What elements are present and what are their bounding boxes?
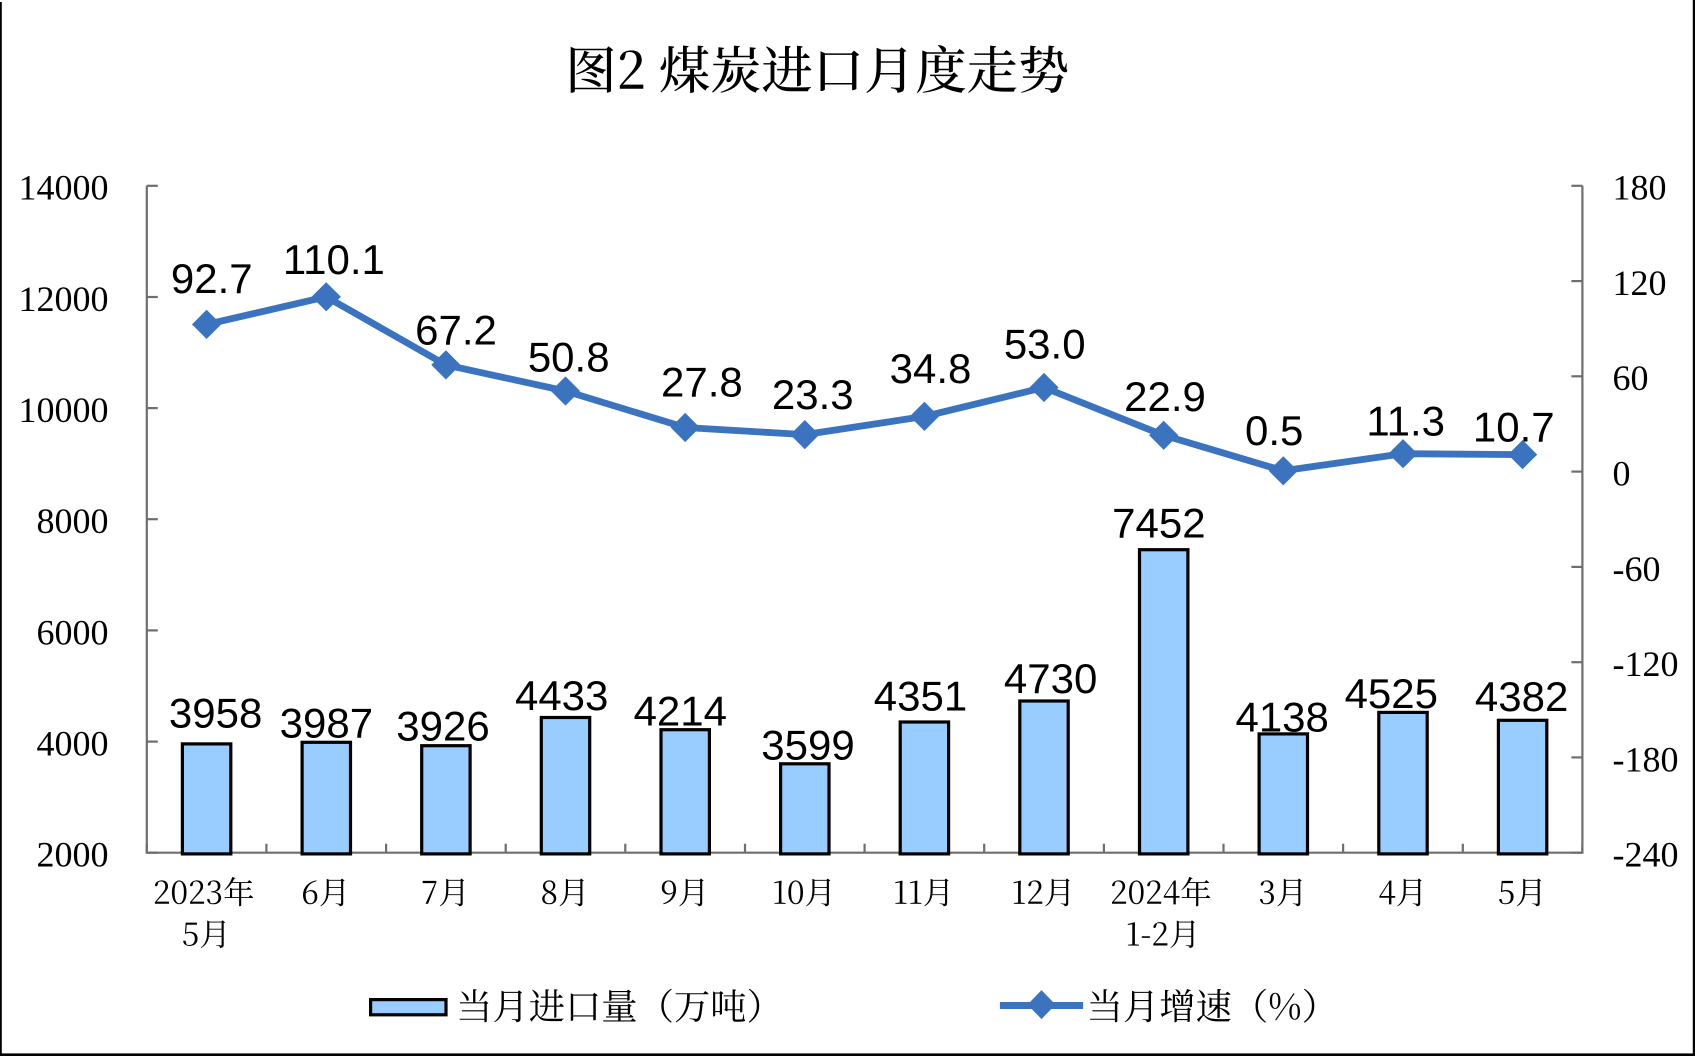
svg-text:34.8: 34.8 <box>890 345 972 392</box>
svg-text:0.5: 0.5 <box>1245 407 1303 454</box>
svg-text:-240: -240 <box>1613 835 1679 875</box>
svg-text:4138: 4138 <box>1235 693 1328 740</box>
svg-text:53.0: 53.0 <box>1004 321 1086 368</box>
svg-text:4214: 4214 <box>634 687 727 734</box>
svg-text:12000: 12000 <box>19 279 109 319</box>
svg-text:4000: 4000 <box>37 724 109 764</box>
svg-text:0: 0 <box>1613 454 1631 494</box>
svg-text:10000: 10000 <box>19 390 109 430</box>
svg-text:92.7: 92.7 <box>171 255 253 302</box>
svg-text:8000: 8000 <box>37 501 109 541</box>
svg-text:50.8: 50.8 <box>528 334 610 381</box>
svg-text:23.3: 23.3 <box>772 371 854 418</box>
svg-text:10.7: 10.7 <box>1473 404 1555 451</box>
svg-text:-180: -180 <box>1613 739 1679 779</box>
svg-text:-120: -120 <box>1613 644 1679 684</box>
svg-text:11.3: 11.3 <box>1366 397 1445 444</box>
svg-text:110.1: 110.1 <box>283 236 385 283</box>
svg-text:-60: -60 <box>1613 549 1661 589</box>
svg-text:22.9: 22.9 <box>1124 373 1206 420</box>
svg-text:120: 120 <box>1613 263 1667 303</box>
svg-text:3926: 3926 <box>396 703 489 750</box>
svg-text:7452: 7452 <box>1112 499 1205 546</box>
svg-text:4382: 4382 <box>1475 673 1568 720</box>
svg-text:180: 180 <box>1613 168 1667 208</box>
svg-text:14000: 14000 <box>19 168 109 208</box>
svg-text:3987: 3987 <box>280 700 373 747</box>
svg-text:3599: 3599 <box>761 722 854 769</box>
svg-text:4730: 4730 <box>1004 655 1097 702</box>
svg-text:2000: 2000 <box>37 835 109 875</box>
svg-text:4525: 4525 <box>1345 670 1438 717</box>
svg-text:4351: 4351 <box>874 673 967 720</box>
svg-text:27.8: 27.8 <box>661 359 743 406</box>
svg-text:6000: 6000 <box>37 612 109 652</box>
svg-text:67.2: 67.2 <box>415 306 497 353</box>
svg-text:60: 60 <box>1613 358 1649 398</box>
svg-text:4433: 4433 <box>515 672 608 719</box>
svg-text:3958: 3958 <box>169 690 262 737</box>
